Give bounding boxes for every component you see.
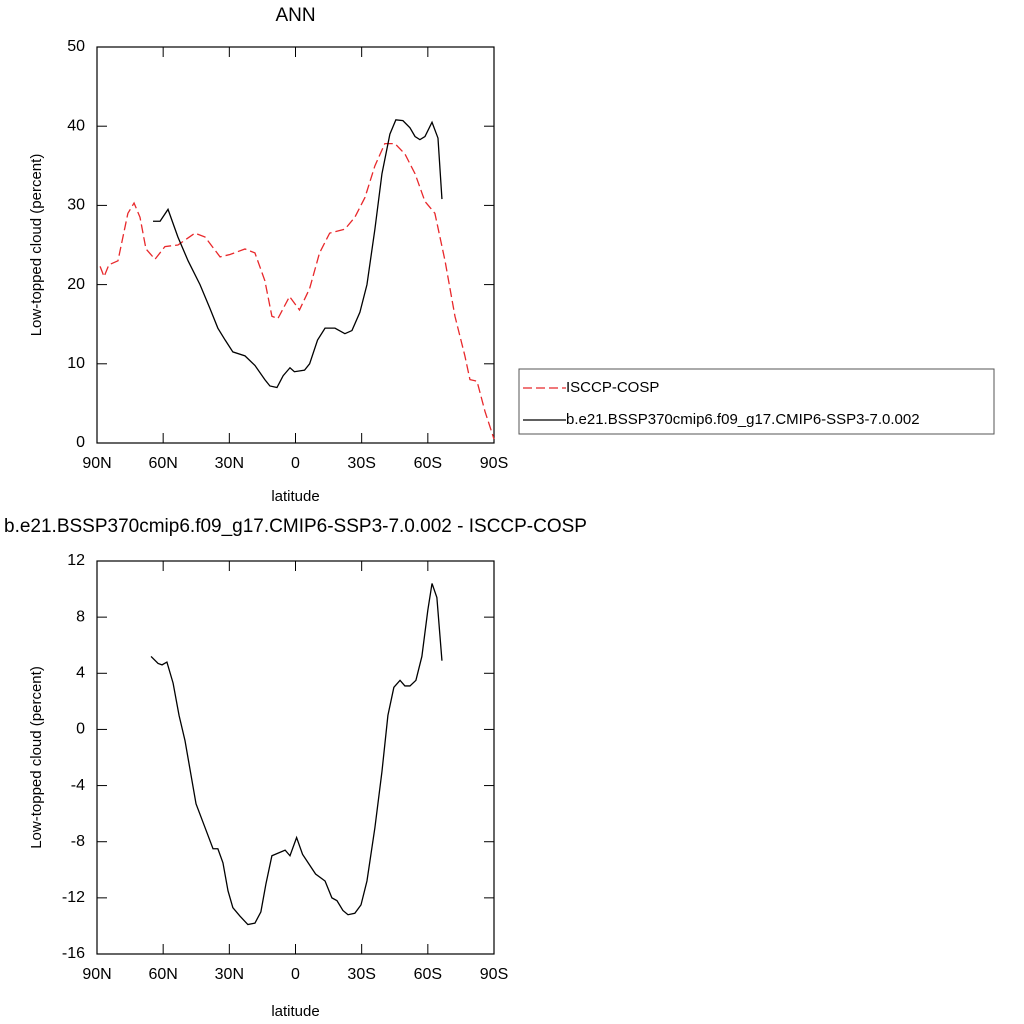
plot-frame	[96, 560, 495, 955]
y-tick-label: 20	[67, 276, 85, 293]
x-tick-label: 60S	[414, 966, 442, 983]
y-tick-label: -12	[62, 889, 85, 906]
x-tick-label: 60S	[414, 455, 442, 472]
chart-title: b.e21.BSSP370cmip6.f09_g17.CMIP6-SSP3-7.…	[4, 516, 587, 537]
y-tick-label: 50	[67, 38, 85, 55]
x-tick-label: 30S	[347, 455, 375, 472]
y-tick-label: 40	[67, 117, 85, 134]
y-tick-label: 30	[67, 197, 85, 214]
y-tick-label: 10	[67, 355, 85, 372]
y-tick-label: 8	[76, 608, 85, 625]
y-axis-label: Low-topped cloud (percent)	[28, 154, 45, 337]
x-tick-label: 60N	[148, 455, 177, 472]
y-tick-label: 0	[76, 721, 85, 738]
y-tick-label: 0	[76, 434, 85, 451]
legend-label: b.e21.BSSP370cmip6.f09_g17.CMIP6-SSP3-7.…	[566, 411, 920, 428]
legend-box	[518, 368, 995, 435]
legend-label: ISCCP-COSP	[566, 379, 659, 396]
y-tick-label: -16	[62, 945, 85, 962]
x-axis-label: latitude	[271, 1003, 319, 1020]
x-tick-label: 90N	[82, 966, 111, 983]
y-tick-label: -4	[71, 777, 85, 794]
x-tick-label: 90S	[480, 966, 508, 983]
x-tick-label: 60N	[148, 966, 177, 983]
x-tick-label: 0	[291, 966, 300, 983]
x-tick-label: 30S	[347, 966, 375, 983]
x-tick-label: 30N	[215, 455, 244, 472]
plot-frame	[96, 46, 495, 444]
x-tick-label: 30N	[215, 966, 244, 983]
x-tick-label: 90N	[82, 455, 111, 472]
x-tick-label: 90S	[480, 455, 508, 472]
x-tick-label: 0	[291, 455, 300, 472]
chart-title: ANN	[275, 5, 315, 26]
y-tick-label: 4	[76, 665, 85, 682]
x-axis-label: latitude	[271, 488, 319, 505]
y-tick-label: 12	[67, 552, 85, 569]
data-line	[99, 142, 495, 440]
y-axis-label: Low-topped cloud (percent)	[28, 666, 45, 849]
y-tick-label: -8	[71, 833, 85, 850]
data-line	[150, 583, 443, 926]
data-line	[153, 119, 443, 389]
